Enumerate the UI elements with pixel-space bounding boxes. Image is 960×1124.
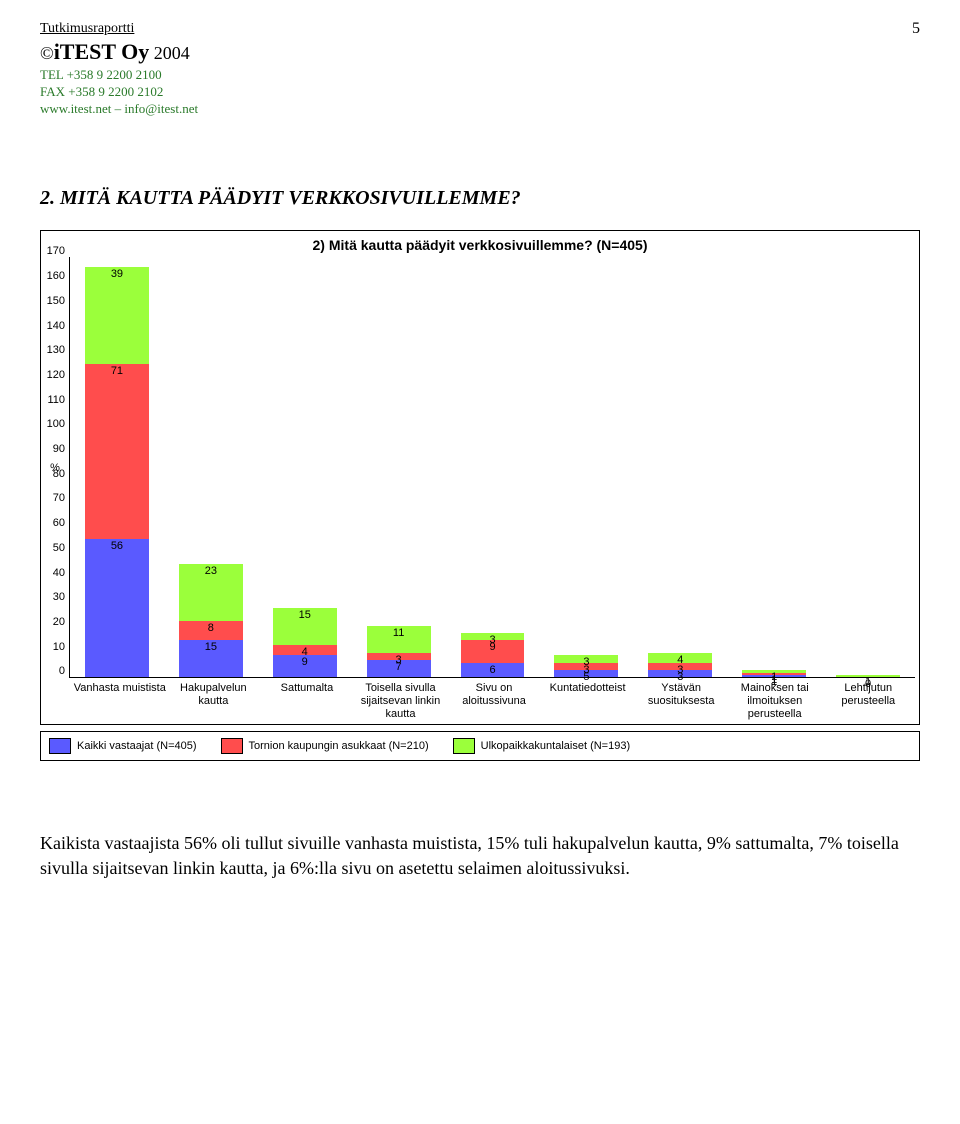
segment-value-label: 11 — [367, 626, 431, 639]
x-tick-label: Hakupalvelun kautta — [167, 678, 261, 720]
segment-value-label: 4 — [648, 653, 712, 666]
segment-value-label: 71 — [85, 364, 149, 377]
x-tick-label: Sivu on aloitussivuna — [447, 678, 541, 720]
bar-segment: 71 — [85, 364, 149, 539]
bar-segment: 8 — [179, 621, 243, 641]
legend-swatch — [49, 738, 71, 754]
bar: 56 71 39 — [85, 267, 149, 677]
bar-segment: 39 — [85, 267, 149, 363]
segment-value-label: 6 — [461, 663, 525, 676]
report-label: Tutkimusraportti — [40, 20, 920, 38]
bar-slot: 15 8 23 — [164, 257, 258, 677]
bar-slot: 56 71 39 — [70, 257, 164, 677]
bar-segment: 3 — [554, 655, 618, 662]
company-line: ©iTEST Oy 2004 — [40, 38, 920, 67]
bar-segment: 4 — [273, 645, 337, 655]
plot: 567139158239415731169353333411101 — [69, 257, 915, 678]
segment-value-label: 1 — [742, 670, 806, 683]
bar: 7311 — [367, 626, 431, 678]
segment-value-label: 3 — [461, 633, 525, 646]
bar-segment: 11 — [367, 626, 431, 653]
header-fax: FAX +358 9 2200 2102 — [40, 84, 920, 101]
segment-value-label: 4 — [273, 645, 337, 658]
bar-slot: 334 — [633, 257, 727, 677]
bar-segment: 15 — [273, 608, 337, 645]
bar-segment: 1 — [742, 670, 806, 672]
bar-segment: 3 — [367, 653, 431, 660]
header-tel: TEL +358 9 2200 2100 — [40, 67, 920, 84]
segment-value-label: 3 — [554, 655, 618, 668]
segment-value-label: 15 — [273, 608, 337, 621]
company-year: 2004 — [154, 43, 190, 63]
bar: 15 8 23 — [179, 564, 243, 678]
bar-segment: 9 — [273, 655, 337, 677]
body-paragraph: Kaikista vastaajista 56% oli tullut sivu… — [40, 831, 920, 880]
legend-swatch — [221, 738, 243, 754]
bar: 111 — [742, 670, 806, 677]
bar: 533 — [554, 655, 618, 677]
segment-value-label: 23 — [179, 564, 243, 577]
bar-segment: 6 — [461, 663, 525, 678]
segment-value-label: 1 — [836, 675, 900, 688]
page: 5 Tutkimusraportti ©iTEST Oy 2004 TEL +3… — [0, 0, 960, 1124]
segment-value-label: 39 — [85, 267, 149, 280]
segment-value-label: 3 — [367, 653, 431, 666]
chart-title: 2) Mitä kautta päädyit verkkosivuillemme… — [45, 237, 915, 253]
bar-segment: 15 — [179, 640, 243, 677]
bar-slot: 111 — [727, 257, 821, 677]
bar: 693 — [461, 633, 525, 677]
legend-label: Tornion kaupungin asukkaat (N=210) — [249, 740, 429, 752]
bars-layer: 567139158239415731169353333411101 — [70, 257, 915, 677]
x-tick-label: Sattumalta — [260, 678, 354, 720]
bar: 01 — [836, 675, 900, 677]
bar-segment: 23 — [179, 564, 243, 621]
page-number: 5 — [912, 20, 920, 38]
plot-area: % 17016015014013012011010090807060504030… — [45, 257, 915, 678]
x-tick-label: Toisella sivulla sijaitsevan linkin kaut… — [354, 678, 448, 720]
x-tick-label: Kuntatiedotteist — [541, 678, 635, 720]
bar-slot: 533 — [539, 257, 633, 677]
segment-value-label: 15 — [179, 640, 243, 653]
legend-item: Kaikki vastaajat (N=405) — [49, 738, 197, 754]
legend-swatch — [453, 738, 475, 754]
xaxis-spacer — [45, 678, 73, 720]
header-web: www.itest.net – info@itest.net — [40, 101, 920, 118]
bar: 334 — [648, 653, 712, 678]
company-name: iTEST Oy — [54, 39, 150, 64]
bar-segment: 1 — [836, 675, 900, 677]
section-heading: 2. MITÄ KAUTTA PÄÄDYIT VERKKOSIVUILLEMME… — [40, 187, 920, 210]
legend-label: Ulkopaikkakuntalaiset (N=193) — [481, 740, 631, 752]
bar-segment: 3 — [461, 633, 525, 640]
bar-slot: 01 — [821, 257, 915, 677]
bar-slot: 693 — [446, 257, 540, 677]
segment-value-label: 8 — [179, 621, 243, 634]
x-tick-label: Vanhasta muistista — [73, 678, 167, 720]
x-tick-label: Ystävän suosituksesta — [634, 678, 728, 720]
bar: 94 15 — [273, 608, 337, 677]
document-header: Tutkimusraportti ©iTEST Oy 2004 TEL +358… — [40, 20, 920, 117]
bar-segment: 4 — [648, 653, 712, 663]
legend-item: Ulkopaikkakuntalaiset (N=193) — [453, 738, 631, 754]
legend-label: Kaikki vastaajat (N=405) — [77, 740, 197, 752]
chart-container: 2) Mitä kautta päädyit verkkosivuillemme… — [40, 230, 920, 725]
bar-slot: 94 15 — [258, 257, 352, 677]
chart-legend: Kaikki vastaajat (N=405) Tornion kaupungi… — [40, 731, 920, 761]
bar-slot: 7311 — [352, 257, 446, 677]
legend-item: Tornion kaupungin asukkaat (N=210) — [221, 738, 429, 754]
segment-value-label: 56 — [85, 539, 149, 552]
copyright-symbol: © — [40, 43, 54, 63]
bar-segment: 56 — [85, 539, 149, 677]
